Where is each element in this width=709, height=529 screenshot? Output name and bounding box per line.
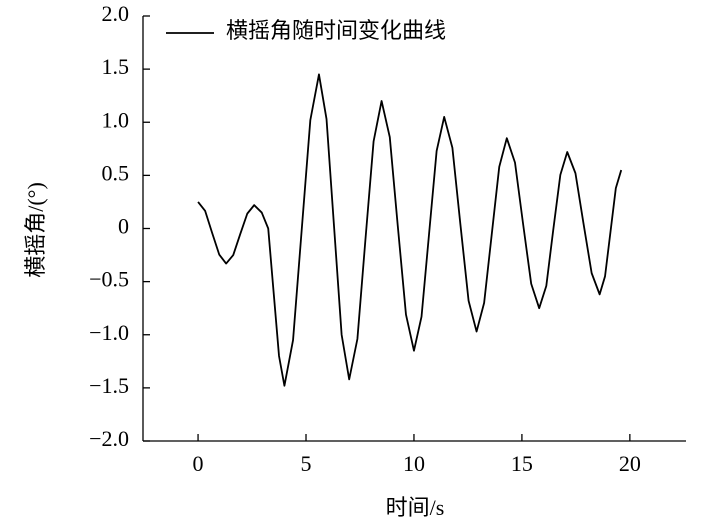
y-tick-label: 0.5 — [102, 160, 130, 185]
y-tick-label: −1.0 — [89, 320, 129, 345]
y-tick-label: −1.5 — [89, 373, 129, 398]
legend-label: 横摇角随时间变化曲线 — [226, 18, 446, 43]
y-tick-label: −2.0 — [89, 426, 129, 451]
x-tick-label: 15 — [511, 451, 533, 476]
x-tick-label: 5 — [301, 451, 312, 476]
y-tick-label: 1.0 — [102, 107, 130, 132]
x-tick-label: 20 — [619, 451, 641, 476]
data-line — [197, 73, 623, 387]
y-tick-label: 2.0 — [102, 1, 130, 26]
y-axis-label: 横摇角/(°) — [23, 182, 48, 278]
x-axis-label: 时间/s — [386, 495, 445, 520]
x-tick-label: 0 — [193, 451, 204, 476]
x-tick-label: 10 — [403, 451, 425, 476]
y-tick-label: 0 — [118, 214, 129, 239]
y-tick-label: 1.5 — [102, 54, 130, 79]
y-tick-label: −0.5 — [89, 267, 129, 292]
